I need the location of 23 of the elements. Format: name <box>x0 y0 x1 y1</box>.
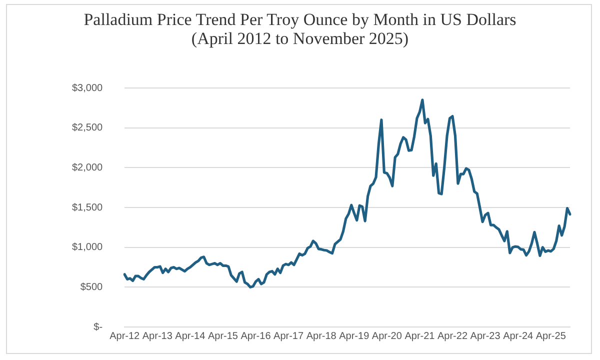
y-tick-label: $500 <box>80 282 104 293</box>
x-tick-label: Apr-24 <box>503 330 534 342</box>
x-tick-label: Apr-16 <box>240 330 272 342</box>
x-tick-label: Apr-19 <box>339 330 370 342</box>
x-tick-label: Apr-12 <box>110 330 140 342</box>
x-tick-label: Apr-14 <box>175 330 206 342</box>
chart-title: Palladium Price Trend Per Troy Ounce by Month in US Dollars <box>82 10 518 29</box>
y-tick-label: $2,500 <box>72 122 104 134</box>
x-tick-label: Apr-15 <box>208 330 238 342</box>
y-tick-label: $- <box>94 322 103 333</box>
y-tick-label: $2,000 <box>72 162 104 174</box>
x-tick-label: Apr-18 <box>306 330 337 342</box>
x-tick-label: Apr-21 <box>404 330 436 342</box>
x-tick-label: Apr-25 <box>536 330 566 342</box>
x-tick-label: Apr-13 <box>142 330 173 342</box>
x-tick-label: Apr-23 <box>470 330 501 342</box>
chart-subtitle: (April 2012 to November 2025) <box>190 29 410 48</box>
x-tick-label: Apr-17 <box>274 330 304 342</box>
x-tick-label: Apr-20 <box>372 330 402 342</box>
y-tick-label: $3,000 <box>72 82 104 94</box>
y-tick-label: $1,500 <box>72 202 104 214</box>
x-tick-label: Apr-22 <box>437 330 468 342</box>
y-tick-label: $1,000 <box>72 242 104 254</box>
